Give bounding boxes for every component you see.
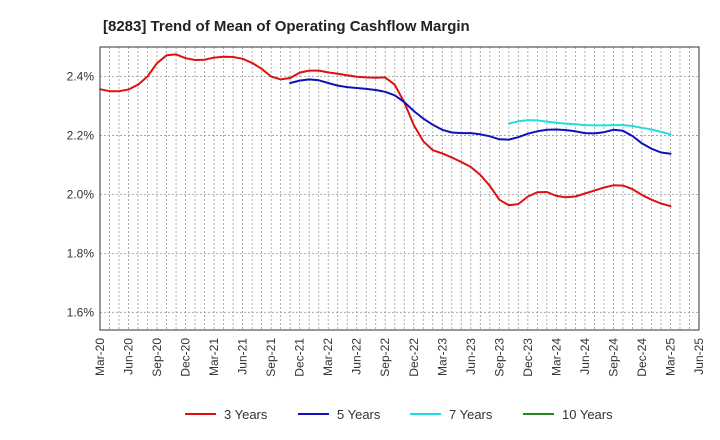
- x-tick-label: Jun-21: [236, 338, 250, 375]
- x-tick-label: Dec-23: [521, 338, 535, 377]
- x-tick-label: Mar-22: [321, 338, 335, 376]
- series-lines: [99, 53, 672, 208]
- x-tick-label: Jun-22: [350, 338, 364, 375]
- x-tick-label: Jun-24: [578, 338, 592, 375]
- y-tick-label: 1.8%: [67, 246, 95, 260]
- series-line-7-years: [507, 119, 672, 136]
- x-tick-label: Mar-21: [207, 338, 221, 376]
- x-tick-label: Sep-21: [264, 338, 278, 377]
- legend: 3 Years 5 Years 7 Years 10 Years: [185, 407, 613, 422]
- legend-label: 3 Years: [224, 407, 268, 422]
- x-tick-label: Jun-25: [692, 338, 706, 375]
- x-tick-label: Sep-23: [492, 338, 506, 377]
- x-tick-label: Sep-22: [378, 338, 392, 377]
- x-tick-label: Dec-21: [293, 338, 307, 377]
- grid: [100, 47, 699, 330]
- y-tick-label: 1.6%: [67, 305, 95, 319]
- plot-frame: [99, 46, 700, 331]
- x-tick-label: Sep-20: [150, 338, 164, 377]
- legend-label: 7 Years: [449, 407, 493, 422]
- y-tick-label: 2.4%: [67, 69, 95, 83]
- legend-label: 10 Years: [562, 407, 613, 422]
- x-tick-label: Mar-20: [93, 338, 107, 376]
- chart-title: [8283] Trend of Mean of Operating Cashfl…: [103, 18, 470, 35]
- series-line-3-years: [99, 53, 672, 208]
- x-tick-label: Jun-20: [122, 338, 136, 375]
- x-axis: Mar-20 Jun-20 Sep-20 Dec-20 Mar-21 Jun-21 Sep-…: [93, 338, 706, 377]
- series-line-5-years: [289, 78, 672, 155]
- x-tick-label: Mar-25: [663, 338, 677, 376]
- y-tick-label: 2.0%: [67, 187, 95, 201]
- x-tick-label: Dec-22: [407, 338, 421, 377]
- x-tick-label: Mar-24: [549, 338, 563, 376]
- y-axis: 1.6% 1.8% 2.0% 2.2% 2.4%: [67, 69, 95, 319]
- x-tick-label: Jun-23: [464, 338, 478, 375]
- x-tick-label: Dec-24: [635, 338, 649, 377]
- legend-label: 5 Years: [337, 407, 381, 422]
- y-tick-label: 2.2%: [67, 128, 95, 142]
- x-tick-label: Dec-20: [179, 338, 193, 377]
- x-tick-label: Sep-24: [606, 338, 620, 377]
- x-tick-label: Mar-23: [435, 338, 449, 376]
